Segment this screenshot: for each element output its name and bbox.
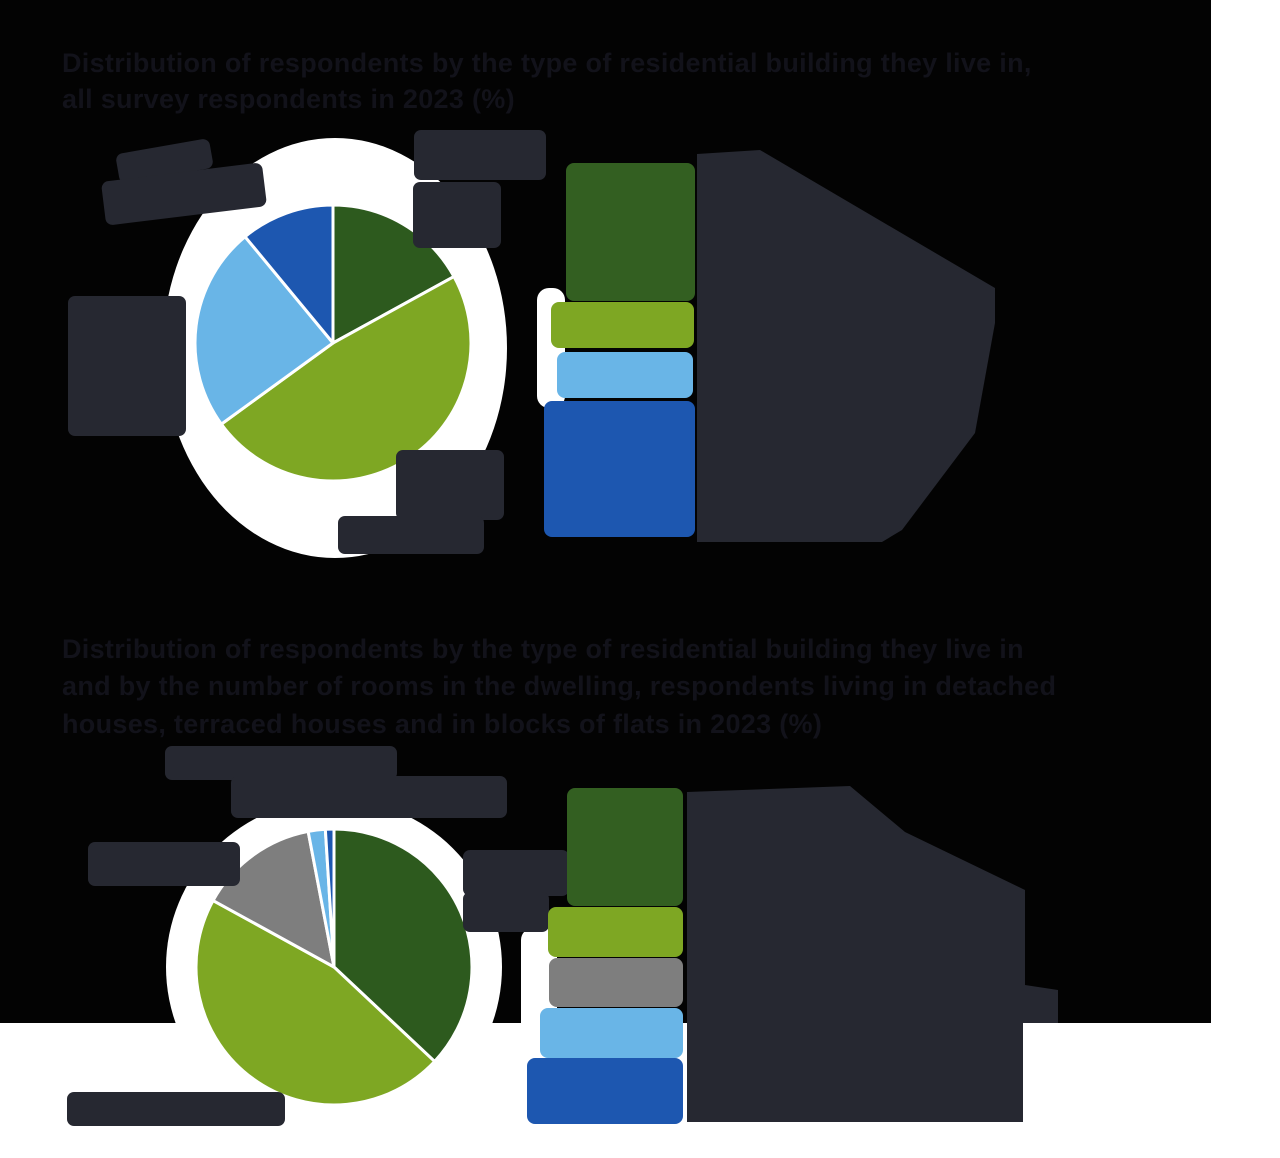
chart2-title-line1: Distribution of respondents by the type … <box>62 634 1024 664</box>
legend2-entry-dark-green-blob <box>567 788 683 906</box>
pie2-label-blob-top-1 <box>165 746 397 780</box>
pie-slice-light-blue <box>193 235 335 426</box>
legend1-entry-light-blue-blob <box>557 352 693 398</box>
pie2-label-blob-right-2 <box>463 892 549 932</box>
legend1-entry-dark-green-blob <box>566 163 695 301</box>
pie2-label-blob-left <box>88 842 240 886</box>
pie2-label-blob-top-2 <box>231 776 507 818</box>
legend1-entry-olive-blob <box>551 302 694 348</box>
legend2-entry-light-blue-blob <box>540 1008 683 1058</box>
pie-chart-1 <box>193 203 473 483</box>
pie1-label-blob-topright-1 <box>414 130 546 180</box>
pie2-footnote-blob <box>67 1092 285 1126</box>
pie1-label-blob-bottomright-2 <box>338 516 484 554</box>
pie-slice-gray <box>211 829 336 969</box>
pie-slice-dark-blue <box>323 827 336 969</box>
pie-slice-dark-green <box>332 827 474 1063</box>
pie-slice-dark-blue <box>243 203 335 345</box>
chart1-title-line2: all survey respondents in 2023 (%) <box>62 84 515 114</box>
pie1-label-blob-topright-2 <box>413 182 501 248</box>
legend2-entry-dark-blue-blob <box>527 1058 683 1124</box>
chart1-title-line1: Distribution of respondents by the type … <box>62 48 1032 78</box>
legend2-entry-olive-blob <box>548 907 683 957</box>
legend2-entry-gray-blob <box>549 958 683 1007</box>
chart2-title-line2: and by the number of rooms in the dwelli… <box>62 671 1057 701</box>
legend1-entry-dark-blue-blob <box>544 401 695 537</box>
pie-slice-olive-green <box>194 899 437 1107</box>
pie-chart-2 <box>194 827 474 1107</box>
chart2-title-line3: houses, terraced houses and in blocks of… <box>62 709 823 739</box>
pie2-label-blob-right-1 <box>463 850 569 896</box>
pie1-label-blob-bottomright-1 <box>396 450 504 520</box>
pie1-label-blob-left <box>68 296 186 436</box>
